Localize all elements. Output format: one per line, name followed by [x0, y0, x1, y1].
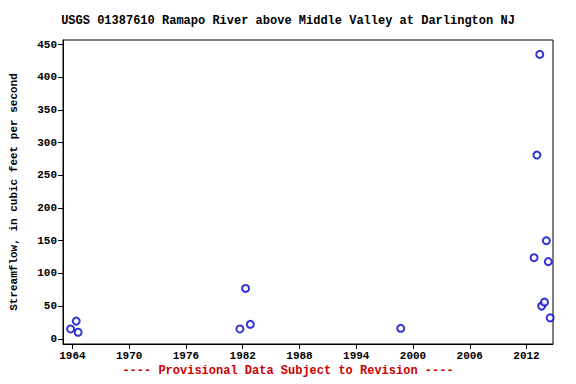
- svg-text:1964: 1964: [59, 350, 86, 362]
- svg-text:2006: 2006: [457, 350, 483, 362]
- svg-text:0: 0: [50, 333, 57, 345]
- svg-text:200: 200: [37, 202, 57, 214]
- svg-text:USGS 01387610 Ramapo River abo: USGS 01387610 Ramapo River above Middle …: [61, 14, 515, 28]
- svg-text:250: 250: [37, 169, 57, 181]
- svg-text:100: 100: [37, 267, 57, 279]
- svg-text:2000: 2000: [400, 350, 426, 362]
- svg-text:50: 50: [44, 300, 57, 312]
- svg-text:1982: 1982: [230, 350, 256, 362]
- svg-text:300: 300: [37, 137, 57, 149]
- svg-text:400: 400: [37, 71, 57, 83]
- svg-text:2012: 2012: [513, 350, 539, 362]
- svg-text:1988: 1988: [286, 350, 313, 362]
- svg-text:450: 450: [37, 39, 57, 51]
- svg-text:Streamflow, in cubic feet per: Streamflow, in cubic feet per second: [8, 73, 20, 311]
- svg-text:1976: 1976: [173, 350, 199, 362]
- svg-text:350: 350: [37, 104, 57, 116]
- svg-text:1994: 1994: [343, 350, 370, 362]
- svg-text:1970: 1970: [116, 350, 142, 362]
- svg-text:150: 150: [37, 235, 57, 247]
- svg-text:---- Provisional Data Subject: ---- Provisional Data Subject to Revisio…: [122, 364, 453, 378]
